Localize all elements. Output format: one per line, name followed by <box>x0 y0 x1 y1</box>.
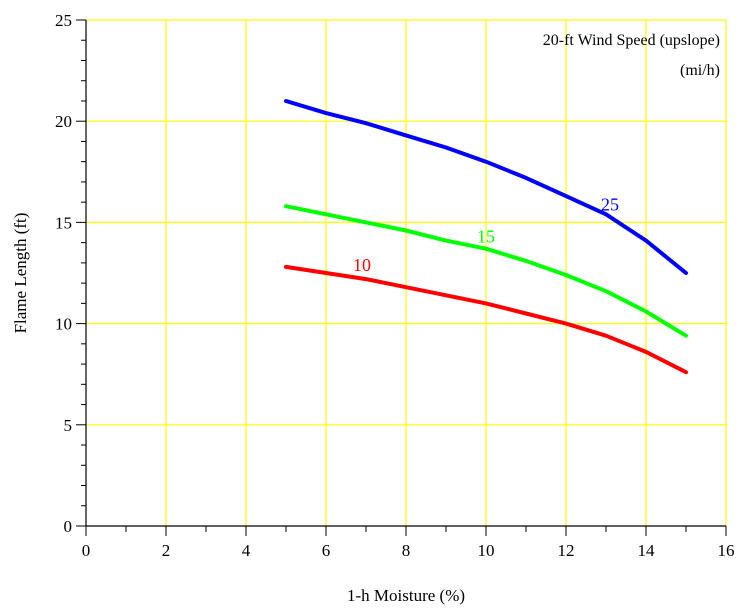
x-tick-label: 12 <box>558 541 575 560</box>
x-tick-label: 0 <box>82 541 91 560</box>
grid <box>86 20 726 526</box>
legend-units: (mi/h) <box>680 62 720 79</box>
x-tick-label: 10 <box>478 541 495 560</box>
x-tick-label: 4 <box>242 541 251 560</box>
x-tick-label: 16 <box>718 541 735 560</box>
y-axis-title: Flame Length (ft) <box>11 213 30 334</box>
series-label-10: 10 <box>353 255 371 275</box>
y-tick-label: 25 <box>55 11 72 30</box>
series-label-25: 25 <box>601 194 619 214</box>
series-label-15: 15 <box>477 227 495 247</box>
x-tick-label: 8 <box>402 541 411 560</box>
x-axis-title: 1-h Moisture (%) <box>347 586 465 605</box>
x-tick-label: 2 <box>162 541 171 560</box>
y-tick-label: 10 <box>55 315 72 334</box>
x-tick-label: 14 <box>638 541 656 560</box>
y-tick-label: 0 <box>64 517 73 536</box>
legend-title: 20-ft Wind Speed (upslope) <box>543 32 720 49</box>
y-tick-label: 5 <box>64 416 73 435</box>
x-tick-label: 6 <box>322 541 331 560</box>
y-tick-label: 20 <box>55 112 72 131</box>
y-tick-label: 15 <box>55 213 72 232</box>
